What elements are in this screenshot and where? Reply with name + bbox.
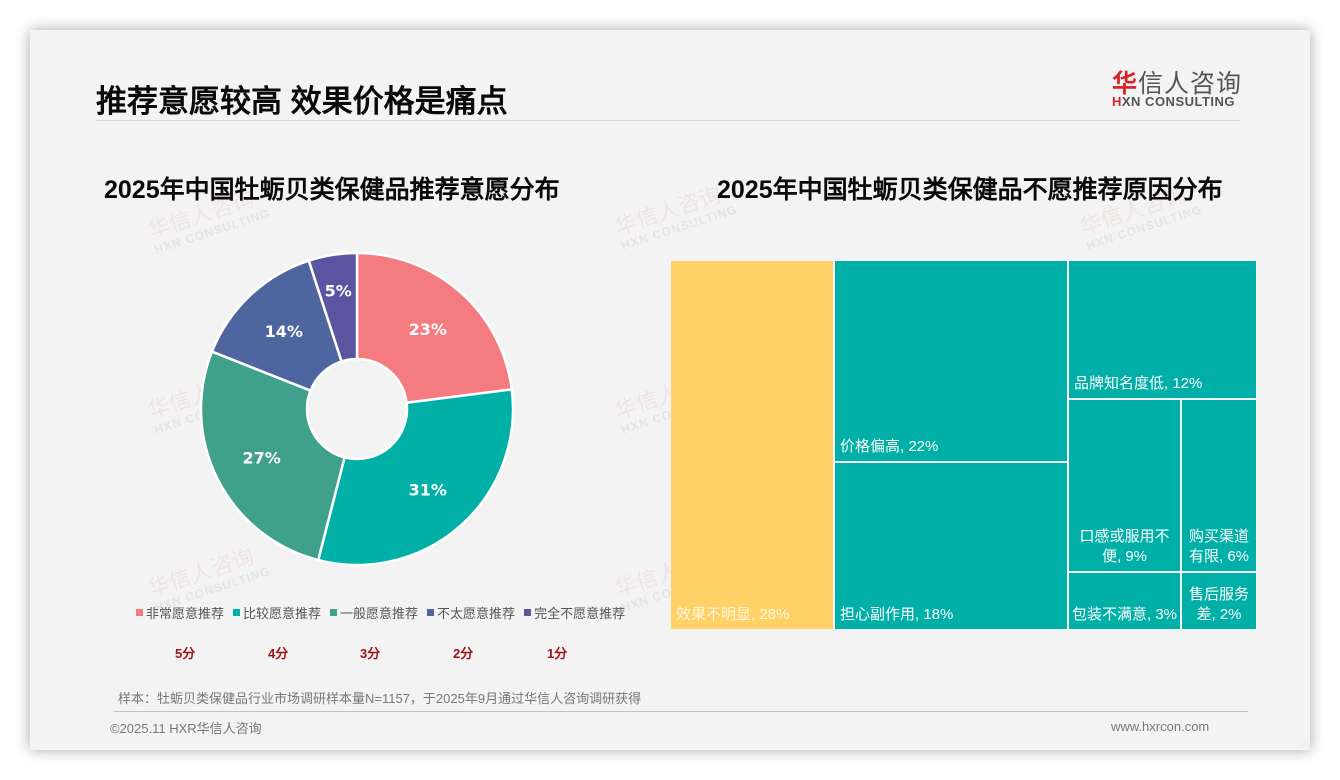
logo-text: 信人咨询: [1138, 70, 1243, 98]
donut-slice-label: 23%: [409, 320, 447, 339]
donut-slice-label: 14%: [265, 322, 303, 341]
logo-english: HXN CONSULTING: [1112, 94, 1235, 109]
donut-legend: 非常愿意推荐 比较愿意推荐 一般愿意推荐 不太愿意推荐 完全不愿意推荐: [136, 603, 625, 622]
donut-slice: [316, 388, 515, 567]
page-title: 推荐意愿较高 效果价格是痛点: [96, 84, 508, 119]
legend-item: 完全不愿意推荐: [524, 603, 625, 622]
score-label: 3分: [360, 646, 381, 661]
donut-slice-label: 31%: [409, 480, 447, 499]
treemap-cell-packaging: 包装不满意, 3%: [1069, 573, 1180, 629]
treemap-chart: 效果不明显, 28% 价格偏高, 22% 担心副作用, 18% 品牌知名度低, …: [671, 261, 1256, 629]
logo-chinese: 华信人咨询: [1112, 64, 1242, 100]
logo-en-accent: H: [1112, 94, 1122, 109]
legend-swatch-icon: [136, 609, 143, 616]
legend-item: 非常愿意推荐: [136, 603, 224, 622]
treemap-chart-title: 2025年中国牡蛎贝类保健品不愿推荐原因分布: [717, 176, 1223, 204]
legend-swatch-icon: [233, 609, 241, 616]
treemap-cell-side-effects: 担心副作用, 18%: [835, 463, 1067, 629]
donut-chart-title: 2025年中国牡蛎贝类保健品推荐意愿分布: [104, 176, 560, 204]
legend-swatch-icon: [330, 609, 338, 616]
website-link[interactable]: www.hxrcon.com: [1111, 719, 1210, 734]
legend-item: 不太愿意推荐: [427, 603, 515, 622]
donut-slice: [210, 259, 344, 393]
treemap-cell-taste: 口感或服用不便, 9%: [1069, 400, 1180, 571]
treemap-cell-channel: 购买渠道有限, 6%: [1182, 400, 1256, 571]
legend-swatch-icon: [427, 609, 435, 616]
slide: 推荐意愿较高 效果价格是痛点 华信人咨询 HXN CONSULTING 华信人咨…: [30, 30, 1310, 750]
donut-slice: [199, 349, 347, 562]
legend-item: 比较愿意推荐: [233, 603, 321, 622]
sample-note: 样本：牡蛎贝类保健品行业市场调研样本量N=1157，于2025年9月通过华信人咨…: [118, 691, 642, 706]
donut-slice-label: 5%: [325, 281, 352, 300]
logo-en-text: XN CONSULTING: [1121, 94, 1236, 109]
treemap-cell-brand: 品牌知名度低, 12%: [1069, 261, 1256, 398]
footer-divider: [114, 711, 1248, 712]
score-label: 4分: [268, 646, 289, 661]
donut-slice: [355, 251, 514, 405]
treemap-cell-price: 价格偏高, 22%: [835, 261, 1067, 461]
score-label: 1分: [547, 646, 568, 661]
legend-swatch-icon: [524, 609, 532, 616]
title-divider: [96, 120, 1240, 121]
copyright: ©2025.11 HXR华信人咨询: [110, 721, 262, 736]
donut-slice: [307, 251, 359, 364]
treemap-cell-after-sales: 售后服务差, 2%: [1182, 573, 1256, 629]
treemap-cell-effect: 效果不明显, 28%: [671, 261, 833, 629]
score-label: 2分: [453, 646, 474, 661]
score-label: 5分: [175, 646, 196, 661]
legend-item: 一般愿意推荐: [330, 603, 418, 622]
logo-accent-char: 华: [1112, 70, 1139, 98]
donut-slice-label: 27%: [243, 449, 281, 468]
donut-chart: 23% 31% 27% 14% 5%: [199, 251, 515, 567]
